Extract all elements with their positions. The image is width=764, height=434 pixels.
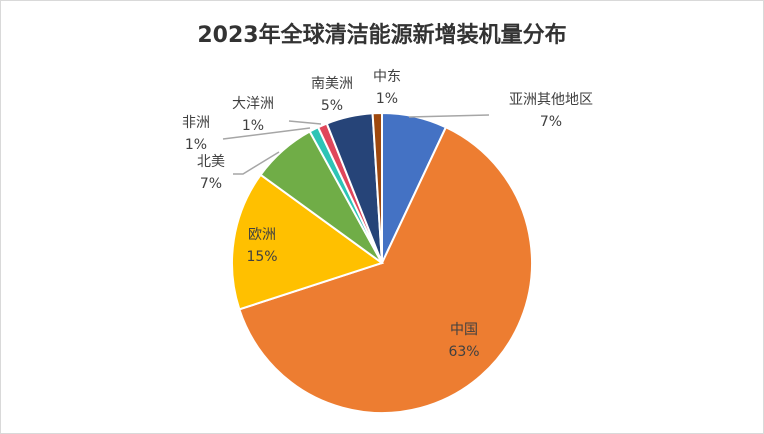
leader-line (288, 120, 322, 125)
pie-slice-2 (231, 173, 385, 311)
pie-slice-7 (371, 111, 383, 264)
slice-value-label: 63% (448, 344, 479, 360)
slice-label: 中国 (450, 322, 478, 338)
leader-line (222, 127, 311, 140)
slice-value-label: 1% (242, 118, 264, 134)
slice-label: 欧洲 (248, 227, 276, 243)
leader-line (233, 151, 280, 175)
slice-value-label: 15% (246, 249, 277, 265)
pie-slice-1 (238, 125, 533, 414)
slice-value-label: 7% (200, 176, 222, 192)
slice-label: 非洲 (182, 115, 210, 131)
slice-label: 中东 (373, 69, 401, 85)
leader-line (408, 114, 490, 118)
slice-label: 南美洲 (311, 76, 353, 92)
slice-value-label: 5% (321, 98, 343, 114)
slice-label: 大洋洲 (232, 96, 274, 112)
slice-label: 北美 (197, 154, 225, 170)
chart-title: 2023年全球清洁能源新增装机量分布 (197, 23, 567, 48)
slice-label: 亚洲其他地区 (509, 92, 593, 108)
slice-value-label: 1% (185, 137, 207, 153)
slice-value-label: 7% (540, 114, 562, 130)
slice-value-label: 1% (376, 91, 398, 107)
